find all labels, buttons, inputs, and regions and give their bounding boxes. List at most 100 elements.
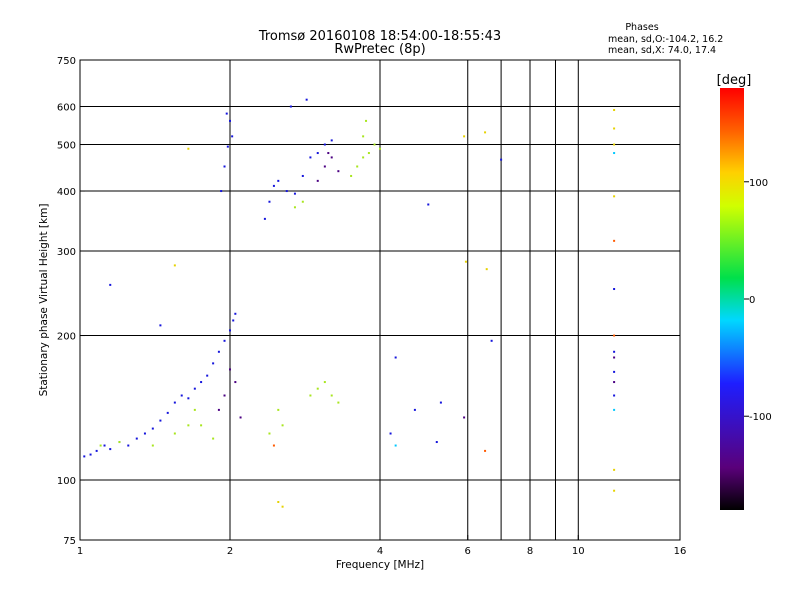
data-point	[330, 156, 333, 159]
data-point	[337, 401, 340, 404]
data-point	[212, 437, 215, 440]
data-point	[180, 394, 183, 397]
data-point	[217, 408, 220, 411]
data-point	[365, 119, 368, 122]
colorbar-tick-label: 0	[749, 295, 755, 306]
data-point	[373, 143, 376, 146]
data-point	[193, 408, 196, 411]
data-point	[272, 444, 275, 447]
chart-subtitle: RwPretec (8p)	[334, 42, 425, 57]
data-point	[289, 105, 292, 108]
data-point	[394, 356, 397, 359]
data-point	[239, 416, 242, 419]
data-point	[427, 203, 430, 206]
data-point	[268, 200, 271, 203]
data-point	[356, 165, 359, 168]
data-point	[323, 165, 326, 168]
data-point	[118, 441, 121, 444]
data-point	[367, 152, 370, 155]
data-point	[272, 184, 275, 187]
colorbar-tick-label: -100	[749, 412, 772, 423]
y-tick-label: 400	[57, 187, 76, 198]
x-tick-label: 6	[465, 546, 471, 557]
data-point	[464, 260, 467, 263]
data-point	[394, 444, 397, 447]
data-points	[83, 98, 616, 508]
colorbar: [deg] 100 0 -100	[717, 73, 772, 510]
data-point	[463, 135, 466, 138]
x-tick-label: 8	[527, 546, 533, 557]
data-point	[316, 387, 319, 390]
data-point	[151, 427, 154, 430]
data-point	[327, 152, 330, 155]
colorbar-label: [deg]	[717, 73, 752, 88]
data-point	[173, 264, 176, 267]
data-point	[187, 397, 190, 400]
y-axis-ticks: 75 100 200 300 400 500 600 750	[57, 56, 85, 547]
data-point	[613, 489, 616, 492]
data-point	[613, 195, 616, 198]
data-point	[281, 424, 284, 427]
y-axis-label: Stationary phase Virtual Height [km]	[38, 204, 50, 397]
data-point	[316, 152, 319, 155]
data-point	[613, 152, 616, 155]
data-point	[293, 206, 296, 209]
data-point	[143, 432, 146, 435]
data-point	[212, 362, 215, 365]
data-point	[323, 143, 326, 146]
x-axis-ticks: 1 2 4 6 8 10 16	[77, 535, 687, 557]
data-point	[613, 350, 616, 353]
data-point	[217, 350, 220, 353]
data-point	[613, 334, 616, 337]
data-point	[187, 147, 190, 150]
data-point	[200, 424, 203, 427]
data-point	[309, 394, 312, 397]
data-point	[187, 424, 190, 427]
data-point	[389, 432, 392, 435]
data-point	[193, 387, 196, 390]
legend-line-o: mean, sd,O:-104.2, 16.2	[608, 34, 723, 45]
data-point	[613, 288, 616, 291]
data-point	[151, 444, 154, 447]
data-point	[350, 174, 353, 177]
grid-lines	[80, 60, 680, 540]
data-point	[234, 312, 237, 315]
x-tick-label: 10	[572, 546, 585, 557]
data-point	[413, 408, 416, 411]
data-point	[225, 112, 228, 115]
legend-line-x: mean, sd,X: 74.0, 17.4	[608, 45, 716, 56]
colorbar-tick-label: 100	[749, 178, 768, 189]
data-point	[277, 500, 280, 503]
data-point	[226, 145, 229, 148]
data-point	[99, 444, 102, 447]
data-point	[159, 419, 162, 422]
data-point	[83, 455, 86, 458]
data-point	[613, 394, 616, 397]
data-point	[285, 190, 288, 193]
chart-title: Tromsø 20160108 18:54:00-18:55:43	[258, 29, 501, 44]
y-tick-label: 200	[57, 332, 76, 343]
y-tick-label: 600	[57, 103, 76, 114]
data-point	[435, 441, 438, 444]
data-point	[293, 192, 296, 195]
data-point	[159, 324, 162, 327]
data-point	[109, 283, 112, 286]
data-point	[89, 453, 92, 456]
data-point	[379, 147, 381, 150]
x-tick-label: 16	[674, 546, 687, 557]
data-point	[613, 127, 616, 130]
data-point	[229, 329, 231, 332]
data-point	[277, 408, 280, 411]
data-point	[439, 401, 442, 404]
data-point	[166, 411, 169, 414]
x-tick-label: 4	[377, 546, 383, 557]
legend: Phases mean, sd,O:-104.2, 16.2 mean, sd,…	[608, 22, 723, 56]
data-point	[330, 394, 333, 397]
data-point	[362, 135, 365, 138]
data-point	[277, 179, 280, 182]
colorbar-ticks: 100 0 -100	[744, 178, 772, 423]
data-point	[613, 370, 616, 373]
data-point	[127, 444, 130, 447]
y-tick-label: 300	[57, 247, 76, 258]
data-point	[463, 416, 466, 419]
